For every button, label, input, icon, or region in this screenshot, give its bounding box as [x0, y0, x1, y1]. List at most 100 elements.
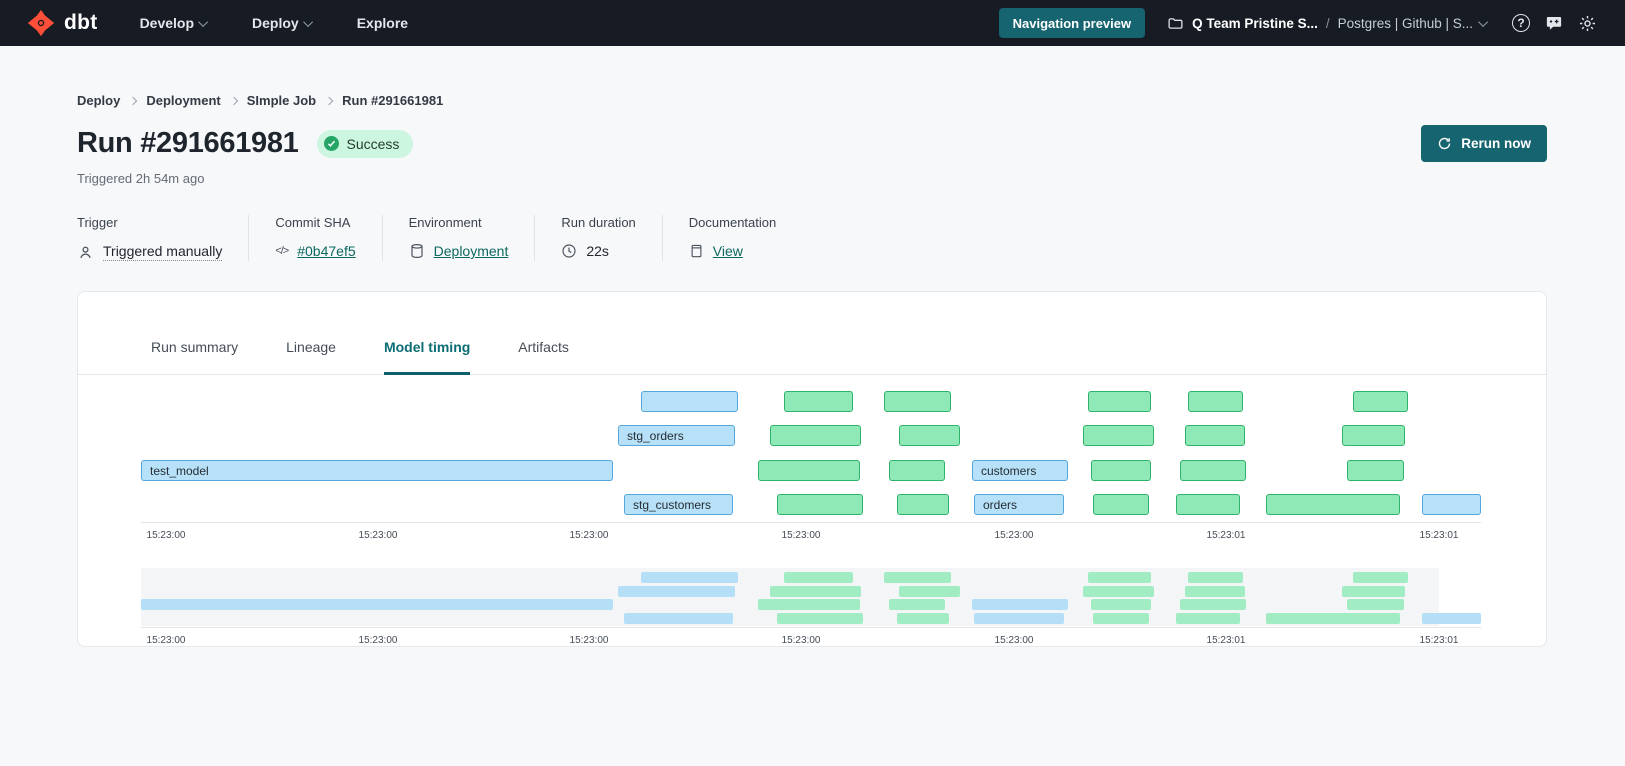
tab-lineage[interactable]: Lineage [286, 339, 336, 355]
gantt-bar[interactable] [1188, 391, 1243, 412]
gantt-bar[interactable] [1347, 460, 1404, 481]
breadcrumb-item[interactable]: SImple Job [246, 93, 317, 108]
nav-menu-develop[interactable]: Develop [139, 15, 209, 31]
gantt-x-axis: 15:23:00 15:23:00 15:23:00 15:23:00 15:23:00… [141, 523, 1481, 544]
tab-bar: Run summary Lineage Model timing Artifacts [78, 292, 1546, 375]
gantt-overview[interactable] [141, 568, 1481, 628]
breadcrumb-item[interactable]: Deployment [146, 93, 221, 108]
overview-bar [899, 586, 960, 597]
gantt-bar-stg_orders[interactable]: stg_orders [618, 425, 735, 446]
project-switcher[interactable]: Q Team Pristine S... / Postgres | Github… [1167, 15, 1489, 32]
overview-bar [777, 613, 863, 624]
overview-bar [1093, 613, 1149, 624]
overview-axis-tick: 15:23:00 [146, 635, 186, 646]
overview-bar [897, 613, 949, 624]
gantt-bar[interactable] [758, 460, 860, 481]
gantt-overview-x-axis: 15:23:00 15:23:00 15:23:00 15:23:00 15:23:00… [141, 628, 1481, 649]
model-timing-chart: stg_orders test_model customers stg_custome… [141, 391, 1481, 649]
nav-menu-label: Deploy [252, 15, 299, 31]
overview-bar [1180, 599, 1246, 610]
axis-tick: 15:23:00 [994, 530, 1034, 541]
gantt-bar[interactable] [777, 494, 863, 515]
overview-bar-orders [974, 613, 1064, 624]
rerun-now-label: Rerun now [1461, 136, 1531, 151]
top-nav: dbt Develop Deploy Explore Navigation prev… [0, 0, 1625, 46]
refresh-icon [1437, 136, 1452, 151]
overview-axis-tick: 15:23:00 [569, 635, 609, 646]
nav-menu-explore[interactable]: Explore [357, 15, 408, 31]
dbt-logo[interactable]: dbt [26, 8, 98, 38]
meta-label: Trigger [77, 215, 118, 230]
chevron-down-icon [1478, 16, 1489, 27]
gantt-bar[interactable] [1185, 425, 1245, 446]
gantt-bar[interactable] [770, 425, 861, 446]
overview-bar [889, 599, 945, 610]
meta-value-text[interactable]: #0b47ef5 [297, 243, 356, 259]
meta-value-text: 22s [586, 243, 609, 259]
folder-icon [1167, 15, 1184, 32]
meta-value: Triggered manually [77, 243, 223, 261]
overview-bar [1422, 613, 1481, 624]
gantt-bar[interactable] [884, 391, 951, 412]
tab-run-summary[interactable]: Run summary [151, 339, 239, 355]
gantt-bar-stg_customers[interactable]: stg_customers [624, 494, 733, 515]
meta-documentation: Documentation View [689, 215, 802, 261]
breadcrumb-item[interactable]: Run #291661981 [342, 93, 444, 108]
person-icon [77, 244, 94, 261]
gantt-bar[interactable] [1422, 494, 1481, 515]
brand-text: dbt [64, 11, 98, 34]
gantt-bar[interactable] [1083, 425, 1154, 446]
breadcrumb-item[interactable]: Deploy [77, 93, 121, 108]
gantt-bar[interactable] [1091, 460, 1151, 481]
rerun-now-button[interactable]: Rerun now [1421, 125, 1547, 162]
overview-bar [1083, 586, 1154, 597]
meta-value: Deployment [409, 243, 509, 259]
overview-bar [784, 572, 853, 583]
overview-bar [1188, 572, 1243, 583]
success-check-icon [323, 136, 339, 151]
nav-menu-label: Explore [356, 15, 409, 31]
gantt-bar[interactable] [1180, 460, 1246, 481]
nav-menu-deploy[interactable]: Deploy [252, 15, 313, 31]
meta-value-text[interactable]: Deployment [433, 243, 509, 259]
overview-axis-tick: 15:23:00 [781, 635, 821, 646]
project-name: Q Team Pristine S... [1192, 15, 1318, 31]
gantt-timeline: stg_orders test_model customers stg_custome… [141, 391, 1481, 523]
axis-tick: 15:23:00 [781, 530, 821, 541]
gantt-bar-orders[interactable]: orders [974, 494, 1064, 515]
chevron-down-icon [198, 16, 209, 27]
help-icon[interactable]: ? [1512, 14, 1530, 32]
navigation-preview-button[interactable]: Navigation preview [998, 8, 1146, 38]
overview-bar [1176, 613, 1240, 624]
triggered-ago-text: Triggered 2h 54m ago [77, 171, 205, 186]
gantt-bar[interactable] [784, 391, 853, 412]
gantt-bar[interactable] [897, 494, 949, 515]
gantt-bar[interactable] [1176, 494, 1240, 515]
gantt-bar[interactable] [889, 460, 945, 481]
gantt-bar[interactable] [641, 391, 738, 412]
gantt-bar[interactable] [1088, 391, 1151, 412]
overview-axis-tick: 15:23:01 [1419, 635, 1459, 646]
page-title: Run #291661981 [77, 127, 299, 159]
overview-bar-stg_customers [624, 613, 733, 624]
tab-artifacts[interactable]: Artifacts [518, 339, 569, 355]
gantt-bar-customers[interactable]: customers [972, 460, 1068, 481]
status-badge: Success [316, 129, 414, 158]
nav-menu-label: Develop [139, 15, 195, 31]
overview-bar [758, 599, 860, 610]
feedback-icon[interactable] [1545, 14, 1563, 32]
settings-gear-icon[interactable] [1578, 14, 1597, 33]
breadcrumb-separator-icon [324, 96, 334, 105]
meta-value-text: Triggered manually [103, 243, 223, 261]
gantt-bar[interactable] [1342, 425, 1405, 446]
tab-model-timing[interactable]: Model timing [383, 339, 471, 375]
overview-bar [1342, 586, 1405, 597]
overview-bar-test_model [141, 599, 613, 610]
gantt-bar-test_model[interactable]: test_model [141, 460, 613, 481]
gantt-bar[interactable] [1353, 391, 1408, 412]
gantt-bar[interactable] [899, 425, 960, 446]
meta-value-text[interactable]: View [712, 243, 743, 259]
meta-value: 22s [561, 243, 635, 259]
gantt-bar[interactable] [1266, 494, 1400, 515]
gantt-bar[interactable] [1093, 494, 1149, 515]
